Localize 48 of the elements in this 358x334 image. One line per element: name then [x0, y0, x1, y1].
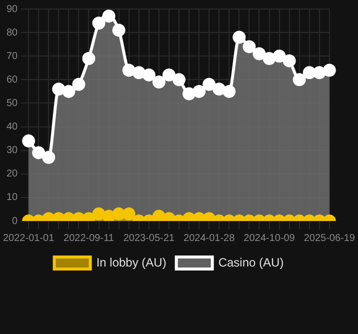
- y-tick-label: 20: [6, 168, 18, 180]
- point: [102, 10, 116, 23]
- x-tick-label: 2024-01-28: [184, 232, 236, 244]
- point: [82, 52, 96, 65]
- y-tick-label: 90: [6, 4, 18, 15]
- point: [252, 47, 266, 60]
- x-tick-label: 2022-01-01: [3, 232, 55, 244]
- y-tick-label: 50: [6, 98, 18, 109]
- point: [242, 40, 256, 54]
- legend-label: In lobby (AU): [96, 255, 166, 270]
- point: [72, 78, 86, 91]
- point: [292, 73, 306, 86]
- point: [232, 30, 246, 44]
- point: [132, 66, 146, 80]
- point: [122, 64, 136, 77]
- y-tick-label: 0: [12, 216, 18, 227]
- y-tick-label: 40: [6, 122, 18, 133]
- point: [322, 64, 336, 77]
- point: [172, 73, 186, 86]
- point: [152, 76, 166, 89]
- point: [42, 150, 56, 164]
- x-tick-label: 2025-06-19: [304, 232, 356, 244]
- point: [302, 66, 316, 80]
- point: [52, 82, 66, 96]
- legend-label: Casino (AU): [218, 255, 284, 270]
- y-tick-label: 70: [6, 50, 18, 62]
- y-tick-label: 30: [6, 145, 18, 156]
- y-tick-label: 10: [6, 192, 18, 204]
- point: [222, 84, 236, 98]
- point: [282, 54, 296, 68]
- point: [312, 66, 326, 80]
- point: [162, 68, 176, 82]
- x-tick-label: 2024-10-09: [244, 232, 296, 244]
- x-tick-label: 2023-05-21: [123, 232, 175, 244]
- point: [262, 52, 276, 65]
- point: [142, 68, 156, 82]
- point: [212, 82, 226, 96]
- point: [272, 50, 286, 63]
- y-tick-label: 60: [6, 74, 18, 86]
- y-tick-label: 80: [6, 27, 18, 38]
- point: [22, 134, 36, 148]
- point: [182, 87, 196, 100]
- x-tick-label: 2022-09-11: [64, 232, 114, 244]
- point: [112, 24, 126, 37]
- point: [92, 16, 106, 30]
- point: [202, 78, 216, 91]
- point: [62, 84, 76, 98]
- point: [192, 84, 206, 98]
